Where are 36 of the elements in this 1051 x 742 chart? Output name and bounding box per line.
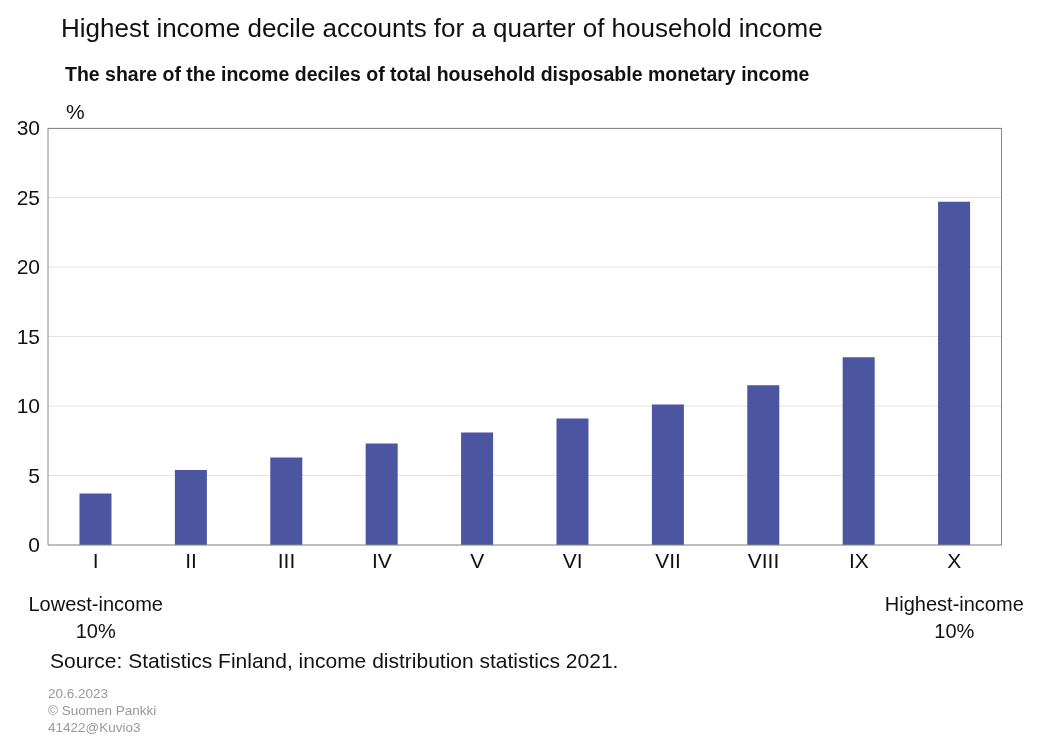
bar [79, 493, 112, 545]
y-tick-label: 30 [16, 116, 40, 140]
text: 20.6.2023 [48, 686, 109, 701]
text: Highest-income 10% [883, 592, 1025, 644]
x-tick-label: VI [562, 548, 583, 572]
bar [842, 357, 875, 545]
bar [938, 201, 971, 545]
y-tick-label: 15 [16, 324, 40, 348]
x-tick-label: V [470, 548, 485, 572]
x-tick-label: X [947, 548, 962, 572]
text: 41422@Kuvio3 [48, 720, 141, 735]
x-tick-label: IV [371, 548, 392, 572]
y-tick-label: 10 [16, 394, 40, 418]
x-tick-label: I [92, 548, 99, 572]
y-tick-label: 0 [28, 533, 40, 557]
x-tick-label: IX [848, 548, 869, 572]
x-tick-label: VII [655, 548, 681, 572]
bar [747, 385, 780, 545]
bar [556, 418, 589, 545]
bar [270, 457, 303, 545]
x-tick-label: VIII [747, 548, 780, 572]
chart-title: Highest income decile accounts for a quarter of household income [61, 13, 823, 44]
text: Lowest-income 10% [27, 592, 164, 644]
bar [365, 443, 398, 545]
bar [174, 469, 207, 545]
bar [651, 404, 684, 545]
x-tick-label: III [277, 548, 296, 572]
y-tick-label: 5 [28, 463, 40, 487]
chart-subtitle: The share of the income deciles of total household disposable monetary income [65, 63, 810, 86]
text: © Suomen Pankki [48, 703, 157, 718]
y-tick-label: 20 [16, 255, 40, 279]
y-tick-label: 25 [16, 185, 40, 209]
y-axis-title: % [66, 100, 85, 124]
bar [461, 432, 494, 545]
source-note: Source: Statistics Finland, income distribution statistics 2021. [50, 649, 619, 673]
x-tick-label: II [185, 548, 197, 572]
